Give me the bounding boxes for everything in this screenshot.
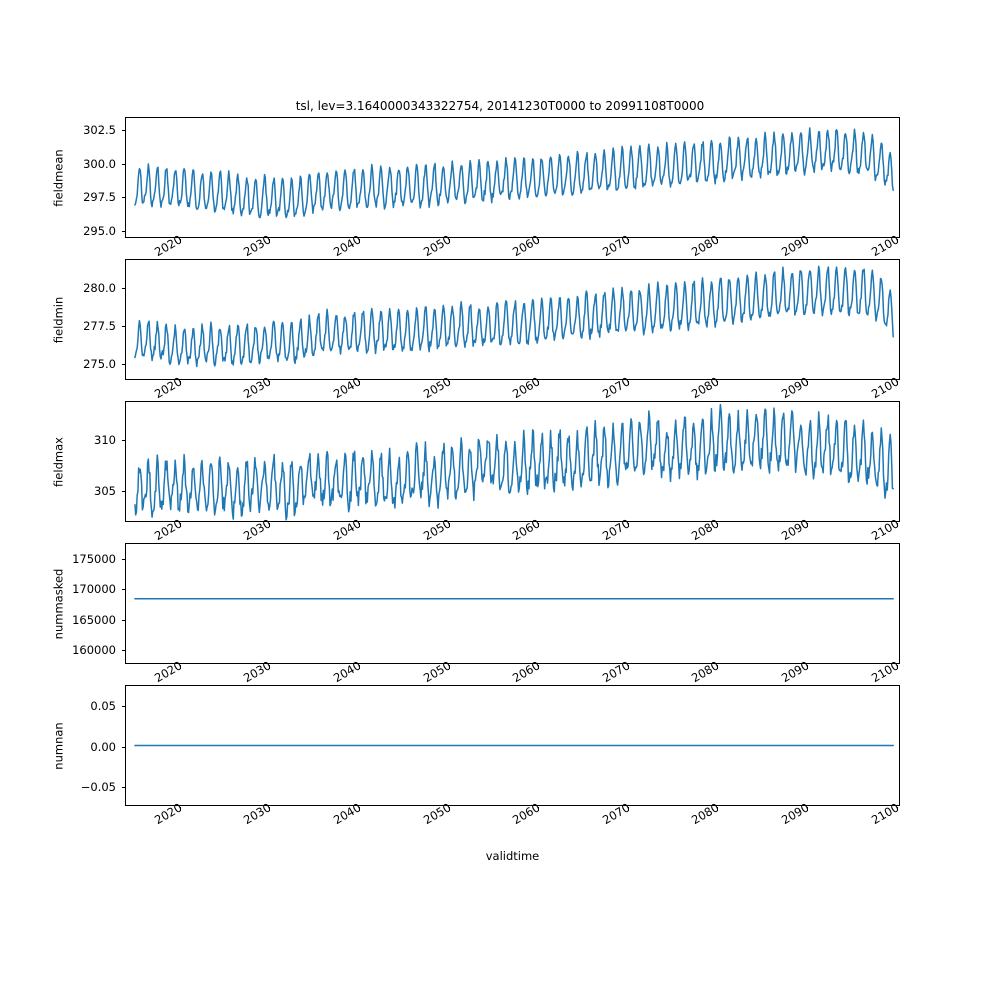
y-tick-mark <box>122 559 126 561</box>
x-axis-label: validtime <box>485 849 540 863</box>
x-tick-mark <box>717 523 719 527</box>
x-tick-mark <box>627 665 629 669</box>
x-tick-mark <box>448 239 450 243</box>
y-tick-mark <box>122 786 126 788</box>
y-tick-mark <box>122 619 126 621</box>
y-tick-label: 310 <box>94 433 116 448</box>
y-tick-mark <box>122 230 126 232</box>
x-tick-mark <box>358 665 360 669</box>
x-tick-mark <box>358 807 360 811</box>
x-tick-mark <box>806 523 808 527</box>
data-line-numnan <box>134 744 894 747</box>
y-tick-mark <box>122 589 126 591</box>
x-tick-mark <box>717 807 719 811</box>
y-tick-label: 275.0 <box>83 357 116 372</box>
x-tick-mark <box>806 665 808 669</box>
x-tick-mark <box>717 665 719 669</box>
x-tick-mark <box>627 523 629 527</box>
subplot-fieldmax: 305 310 fieldmax 2020 2030 2040 2050 2060 2070 20… <box>51 401 901 543</box>
y-tick-mark <box>122 440 126 442</box>
x-tick-mark <box>269 523 271 527</box>
y-tick-mark <box>122 130 126 132</box>
x-tick-mark <box>179 239 181 243</box>
x-tick-mark <box>179 523 181 527</box>
x-tick-mark <box>806 239 808 243</box>
x-tick-mark <box>448 807 450 811</box>
x-tick-mark <box>627 381 629 385</box>
y-tick-label: 175000 <box>72 552 116 567</box>
x-tick-mark <box>358 381 360 385</box>
x-tick-mark <box>896 381 898 385</box>
x-tick-mark <box>179 665 181 669</box>
x-tick-mark <box>269 239 271 243</box>
y-tick-label: 165000 <box>72 612 116 627</box>
y-axis-label-fieldmax: fieldmax <box>51 436 65 487</box>
data-line-fieldmean <box>134 127 894 219</box>
y-tick-mark <box>122 490 126 492</box>
subplot-fieldmin: 275.0 277.5 280.0 fieldmin 2020 2030 2040 2050 2… <box>51 259 901 401</box>
y-tick-label: 302.5 <box>83 123 116 138</box>
y-tick-label: 160000 <box>72 642 116 657</box>
y-tick-label: 0.00 <box>90 739 116 754</box>
series-path <box>134 265 894 368</box>
y-tick-mark <box>122 649 126 651</box>
y-tick-label: 297.5 <box>83 190 116 205</box>
y-tick-mark <box>122 325 126 327</box>
x-tick-mark <box>448 523 450 527</box>
y-axis-label-nummasked: nummasked <box>51 568 65 639</box>
y-tick-mark <box>122 746 126 748</box>
x-tick-mark <box>627 239 629 243</box>
x-tick-mark <box>538 807 540 811</box>
y-tick-label: 295.0 <box>83 223 116 238</box>
x-tick-mark <box>358 239 360 243</box>
x-tick-mark <box>806 807 808 811</box>
x-tick-mark <box>896 523 898 527</box>
y-tick-label: 277.5 <box>83 318 116 333</box>
x-tick-mark <box>179 381 181 385</box>
x-tick-mark <box>896 807 898 811</box>
x-tick-mark <box>896 239 898 243</box>
x-tick-mark <box>538 665 540 669</box>
y-tick-label: 305 <box>94 483 116 498</box>
x-tick-mark <box>269 665 271 669</box>
x-tick-mark <box>269 807 271 811</box>
x-tick-mark <box>538 239 540 243</box>
x-tick-mark <box>179 807 181 811</box>
subplot-nummasked: 160000 165000 170000 175000 nummasked 2020 203… <box>51 543 901 685</box>
y-tick-mark <box>122 287 126 289</box>
x-tick-mark <box>448 665 450 669</box>
y-tick-label: 300.0 <box>83 156 116 171</box>
figure-title: tsl, lev=3.1640000343322754, 20141230T00… <box>295 99 705 113</box>
y-tick-label: −0.05 <box>80 779 116 794</box>
x-tick-mark <box>448 381 450 385</box>
y-axis-label-numnan: numnan <box>51 721 65 770</box>
x-tick-mark <box>269 381 271 385</box>
x-tick-mark <box>538 523 540 527</box>
y-axis-label-fieldmean: fieldmean <box>51 148 65 207</box>
x-tick-mark <box>896 665 898 669</box>
data-line-fieldmax <box>134 403 894 521</box>
y-tick-mark <box>122 706 126 708</box>
series-path <box>134 127 894 219</box>
series-path <box>134 403 894 521</box>
data-line-fieldmin <box>134 265 894 368</box>
x-tick-mark <box>717 381 719 385</box>
y-tick-label: 0.05 <box>90 699 116 714</box>
y-tick-mark <box>122 364 126 366</box>
x-tick-mark <box>717 239 719 243</box>
x-tick-mark <box>627 807 629 811</box>
subplot-fieldmean: 295.0 297.5 300.0 302.5 fieldmean 2020 2030 204… <box>51 117 901 259</box>
x-tick-mark <box>806 381 808 385</box>
x-tick-mark <box>538 381 540 385</box>
y-tick-label: 280.0 <box>83 280 116 295</box>
subplot-numnan: −0.05 0.00 0.05 numnan 2020 2030 2040 2050 2060 2… <box>51 685 901 827</box>
x-tick-mark <box>358 523 360 527</box>
y-tick-label: 170000 <box>72 582 116 597</box>
data-line-nummasked <box>134 598 894 600</box>
y-tick-mark <box>122 197 126 199</box>
y-tick-mark <box>122 163 126 165</box>
y-axis-label-fieldmin: fieldmin <box>51 296 65 343</box>
